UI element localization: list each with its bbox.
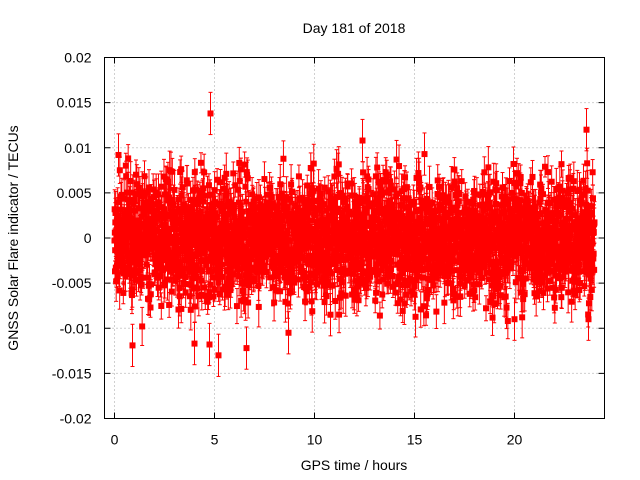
point-marker <box>119 243 126 250</box>
point-marker <box>205 182 212 189</box>
point-marker <box>122 273 129 280</box>
point-marker <box>133 181 140 188</box>
point-marker <box>221 217 228 224</box>
point-marker <box>172 277 179 284</box>
point-marker <box>164 178 171 185</box>
data-points <box>111 91 598 377</box>
point-marker <box>146 204 153 211</box>
point-marker <box>236 178 243 185</box>
point-marker <box>169 196 176 203</box>
point-marker <box>201 169 208 176</box>
point-marker <box>123 244 130 251</box>
point-marker <box>131 196 138 203</box>
point-marker <box>155 191 162 198</box>
point-marker <box>130 200 137 207</box>
data-point <box>125 144 132 173</box>
point-marker <box>244 175 251 182</box>
point-marker <box>132 269 139 276</box>
point-marker <box>233 303 240 310</box>
point-marker <box>120 289 127 296</box>
point-marker <box>176 293 183 300</box>
point-marker <box>136 205 143 212</box>
point-marker <box>158 183 165 190</box>
point-marker <box>124 189 131 196</box>
point-marker <box>211 286 218 293</box>
point-marker <box>155 284 162 291</box>
point-marker <box>139 323 146 330</box>
point-marker <box>158 302 165 309</box>
point-marker <box>139 246 146 253</box>
data-point <box>184 164 191 202</box>
point-marker <box>113 217 120 224</box>
point-marker <box>169 168 176 175</box>
point-marker <box>171 186 178 193</box>
data-point <box>158 292 165 320</box>
point-marker <box>144 274 151 281</box>
point-marker <box>137 278 144 285</box>
data-point <box>139 306 146 346</box>
point-marker <box>125 155 132 162</box>
point-marker <box>143 189 150 196</box>
point-marker <box>127 178 134 185</box>
point-marker <box>197 159 204 166</box>
point-marker <box>143 261 150 268</box>
point-marker <box>161 191 168 198</box>
point-marker <box>168 288 175 295</box>
point-marker <box>164 212 171 219</box>
point-marker <box>132 171 139 178</box>
point-marker <box>112 207 119 214</box>
point-marker <box>126 198 133 205</box>
point-marker <box>194 285 201 292</box>
point-marker <box>198 277 205 284</box>
point-marker <box>191 169 198 176</box>
point-marker <box>133 276 140 283</box>
point-marker <box>138 213 145 220</box>
point-marker <box>128 252 135 259</box>
point-marker <box>157 273 164 280</box>
point-marker <box>277 288 284 295</box>
point-marker <box>147 281 154 288</box>
point-marker <box>134 217 141 224</box>
point-marker <box>129 286 136 293</box>
point-marker <box>255 303 262 310</box>
point-marker <box>166 301 173 308</box>
point-marker <box>121 195 128 202</box>
point-marker <box>161 279 168 286</box>
point-marker <box>116 287 123 294</box>
point-marker <box>261 176 268 183</box>
data-point <box>147 272 154 297</box>
point-marker <box>119 255 126 262</box>
point-marker <box>142 207 149 214</box>
point-marker <box>223 170 230 177</box>
point-marker <box>139 274 146 281</box>
point-marker <box>245 299 252 306</box>
point-marker <box>116 167 123 174</box>
data-point <box>255 286 262 328</box>
point-marker <box>138 281 145 288</box>
data-point <box>277 280 284 302</box>
point-marker <box>147 245 154 252</box>
point-marker <box>178 305 185 312</box>
point-marker <box>118 191 125 198</box>
point-marker <box>260 263 267 270</box>
point-marker <box>140 252 147 259</box>
point-marker <box>123 173 130 180</box>
data-point <box>168 276 175 307</box>
point-marker <box>150 186 157 193</box>
point-marker <box>172 213 179 220</box>
